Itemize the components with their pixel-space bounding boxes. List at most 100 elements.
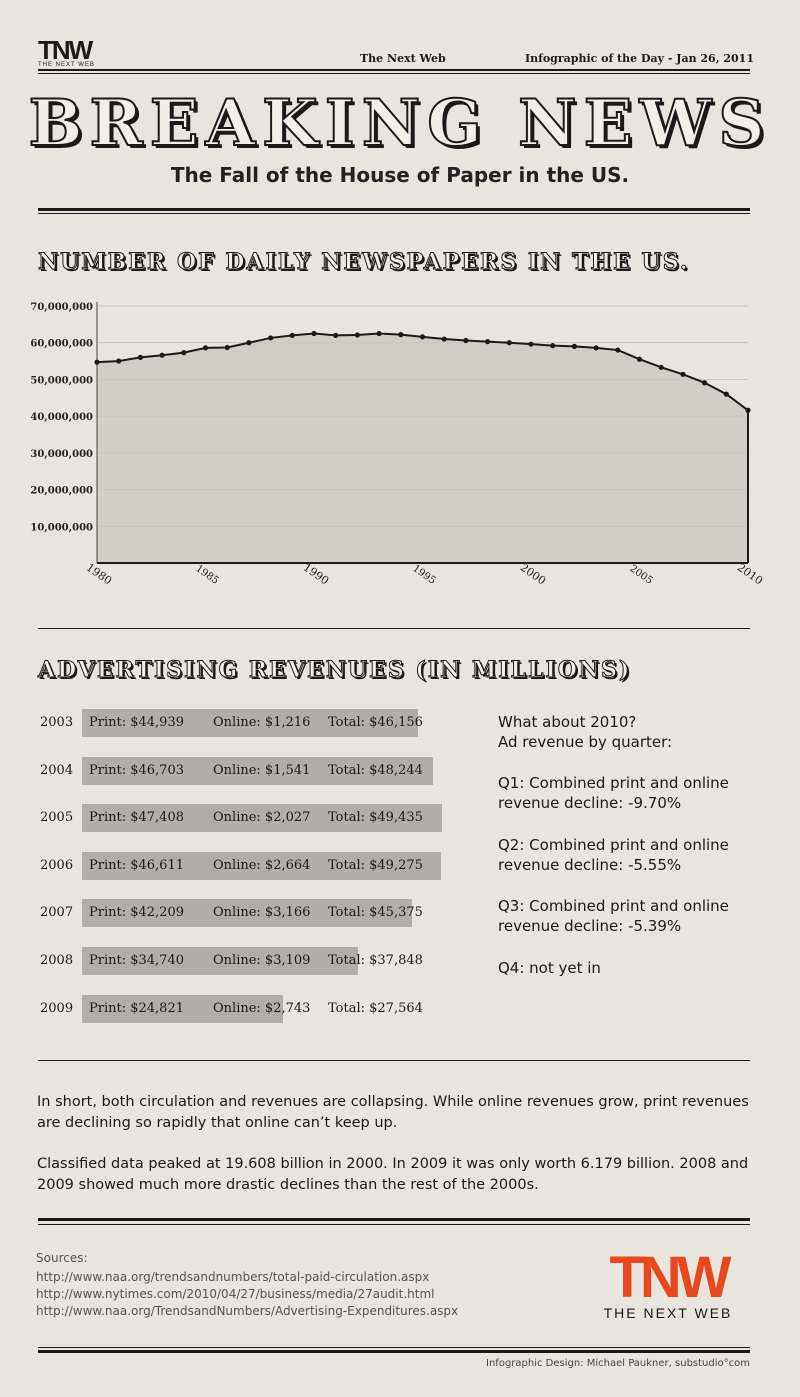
online-value-label: Online: $2,027	[213, 810, 311, 826]
quarter-intro-1: What about 2010?	[498, 713, 637, 731]
x-tick-label: 1985	[193, 563, 220, 587]
q3-line2: revenue decline: -5.39%	[498, 917, 682, 935]
data-point	[658, 364, 664, 370]
revenue-year-label: 2005	[40, 810, 74, 826]
source-link[interactable]: http://www.naa.org/trendsandnumbers/tota…	[36, 1270, 430, 1284]
footer-rule	[38, 1350, 750, 1353]
y-tick-label: 30,000,000	[30, 449, 93, 460]
total-value-label: Total: $48,244	[328, 762, 423, 778]
print-value-label: Print: $34,740	[89, 953, 184, 968]
tnw-logo[interactable]: TNW THE NEXT WEB	[38, 37, 110, 70]
summary-rule	[38, 1060, 750, 1061]
data-point	[224, 344, 230, 351]
revenue-year-label: 2008	[40, 953, 74, 968]
data-point	[398, 332, 404, 338]
data-point	[419, 334, 426, 340]
print-value-label: Print: $47,408	[89, 810, 184, 826]
q2-line1: Q2: Combined print and online	[498, 836, 729, 854]
data-point	[441, 336, 447, 342]
sources-rule-thin	[38, 1224, 750, 1225]
online-value-label: Online: $1,216	[213, 715, 311, 730]
q2-line2: revenue decline: -5.55%	[498, 856, 682, 874]
x-tick-label: 2000	[518, 561, 548, 588]
tnw-footer-logo[interactable]: TNW THE NEXT WEB	[588, 1245, 748, 1323]
sources-label: Sources:	[36, 1251, 88, 1265]
revenue-year-label: 2009	[40, 1000, 74, 1016]
revenue-year-label: 2004	[40, 762, 74, 778]
online-value-label: Online: $1,541	[213, 762, 311, 778]
headline-rule-thin	[38, 213, 750, 214]
newspapers-chart-title: NUMBER OF DAILY NEWSPAPERS IN THE US.	[37, 249, 690, 276]
data-point	[550, 343, 556, 349]
data-point	[376, 330, 382, 337]
y-tick-label: 10,000,000	[30, 522, 93, 533]
total-value-label: Total: $27,564	[328, 1000, 423, 1016]
revenue-bar	[82, 709, 419, 737]
sources-rule	[38, 1218, 750, 1221]
q1-line1: Q1: Combined print and online	[498, 774, 729, 792]
x-tick-label: 1980	[84, 561, 114, 588]
data-point	[636, 356, 643, 362]
data-point	[137, 354, 143, 360]
y-tick-label: 40,000,000	[30, 412, 93, 423]
data-point	[463, 337, 469, 344]
data-point	[202, 345, 209, 351]
revenue-year-label: 2006	[40, 857, 74, 873]
source-link[interactable]: http://www.nytimes.com/2010/04/27/busine…	[36, 1287, 435, 1301]
newspapers-area-chart: 10,000,000 20,000,000 30,000,000 40,000,000…	[30, 302, 765, 588]
y-tick-label: 50,000,000	[30, 375, 93, 386]
x-tick-label: 1995	[410, 563, 437, 587]
data-point	[571, 343, 578, 349]
q4-line: Q4: not yet in	[498, 959, 601, 977]
header-rule-thin	[38, 73, 750, 74]
data-point	[680, 371, 686, 377]
x-tick-label: 1990	[301, 561, 331, 588]
print-value-label: Print: $46,703	[89, 762, 184, 778]
data-point	[593, 345, 599, 351]
data-point	[745, 407, 751, 413]
data-point	[333, 332, 339, 338]
revenue-bar	[82, 756, 434, 785]
data-point	[181, 350, 187, 356]
revenue-bar	[82, 804, 442, 833]
x-tick-label: 2005	[627, 563, 654, 587]
revenue-year-label: 2003	[40, 715, 74, 730]
total-value-label: Total: $49,435	[328, 810, 423, 826]
revenue-bar	[82, 994, 283, 1023]
online-value-label: Online: $3,166	[213, 905, 311, 921]
data-point	[528, 341, 534, 347]
headline: BREAKING NEWS	[27, 85, 772, 162]
summary-paragraph-1: In short, both circulation and revenues …	[37, 1094, 749, 1131]
data-point	[246, 340, 252, 346]
source-link[interactable]: http://www.naa.org/TrendsandNumbers/Adve…	[36, 1304, 459, 1318]
issue-date: Infographic of the Day - Jan 26, 2011	[524, 52, 754, 65]
header-rule	[38, 69, 750, 71]
tnw-footer-logo-sub: THE NEXT WEB	[603, 1305, 733, 1321]
revenue-chart-title: ADVERTISING REVENUES (IN MILLIONS)	[37, 657, 632, 684]
site-name: The Next Web	[360, 52, 446, 65]
data-point	[289, 332, 295, 338]
online-value-label: Online: $2,664	[213, 857, 311, 873]
total-value-label: Total: $49,275	[328, 857, 423, 873]
online-value-label: Online: $2,743	[213, 1000, 311, 1016]
area-fill	[97, 333, 748, 563]
total-value-label: Total: $46,156	[328, 715, 423, 730]
data-point	[311, 330, 317, 337]
revenue-bar	[82, 851, 441, 880]
print-value-label: Print: $44,939	[89, 715, 184, 730]
total-value-label: Total: $37,848	[328, 953, 423, 968]
q1-line2: revenue decline: -9.70%	[498, 794, 682, 812]
footer-rule-thin	[38, 1347, 750, 1348]
data-point	[615, 347, 621, 353]
section-rule	[38, 628, 750, 629]
total-value-label: Total: $45,375	[328, 905, 423, 921]
print-value-label: Print: $46,611	[89, 857, 184, 873]
revenue-year-label: 2007	[40, 905, 74, 921]
data-point	[94, 359, 100, 365]
subheadline: The Fall of the House of Paper in the US…	[170, 163, 630, 187]
y-tick-label: 60,000,000	[30, 339, 93, 350]
tnw-footer-logo-mark: TNW	[609, 1245, 731, 1310]
design-credit: Infographic Design: Michael Paukner, sub…	[486, 1358, 750, 1369]
quarter-intro-2: Ad revenue by quarter:	[498, 733, 673, 751]
